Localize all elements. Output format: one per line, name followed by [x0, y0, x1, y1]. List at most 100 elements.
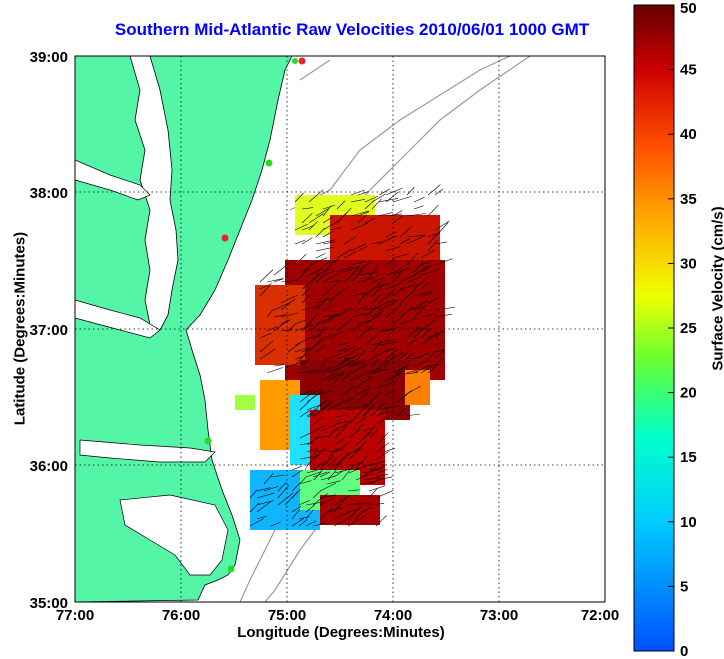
velocity-vector: [392, 272, 402, 283]
velocity-vector: [322, 270, 334, 276]
velocity-vector: [306, 369, 321, 375]
velocity-vector: [347, 515, 365, 527]
velocity-vector: [259, 285, 271, 297]
x-axis-label: Longitude (Degrees:Minutes): [237, 624, 445, 641]
velocity-vector: [259, 283, 273, 290]
velocity-vector: [256, 515, 267, 520]
velocity-vector: [334, 452, 350, 467]
velocity-vector: [322, 231, 333, 238]
velocity-vector: [361, 506, 372, 513]
velocity-vector: [371, 193, 386, 203]
velocity-vector: [301, 305, 320, 311]
velocity-vector: [434, 358, 443, 367]
colorbar-tick-label: 50: [680, 0, 697, 17]
velocity-vector: [355, 375, 373, 389]
velocity-vector: [266, 326, 278, 332]
velocity-vector: [364, 313, 382, 325]
velocity-vector: [306, 408, 319, 417]
velocity-vector: [350, 189, 365, 196]
velocity-vector: [329, 280, 342, 283]
velocity-vector: [312, 490, 322, 499]
velocity-vector: [319, 508, 333, 520]
velocity-vector: [385, 258, 396, 266]
velocity-vector: [273, 364, 284, 367]
velocity-vector: [334, 468, 353, 474]
velocity-vector: [270, 474, 285, 478]
velocity-vector: [348, 429, 360, 439]
velocity-vector: [299, 347, 311, 361]
velocity-vector: [301, 348, 312, 353]
velocity-vector: [350, 313, 369, 318]
velocity-vector: [322, 259, 337, 273]
velocity-vector: [385, 246, 401, 252]
velocity-vector: [420, 265, 432, 273]
velocity-vector: [312, 471, 328, 478]
velocity-vector: [306, 469, 318, 474]
velocity-vector: [299, 430, 315, 439]
velocity-vector: [368, 477, 384, 485]
velocity-vector: [305, 471, 322, 478]
velocity-vector: [404, 372, 419, 375]
velocity-vector: [294, 192, 304, 203]
velocity-vector: [263, 486, 279, 492]
velocity-vector: [327, 401, 342, 411]
velocity-vector: [301, 356, 312, 367]
velocity-vector: [327, 427, 337, 439]
velocity-vector: [334, 441, 350, 453]
velocity-vector: [336, 266, 353, 273]
velocity-vector: [326, 507, 343, 513]
velocity-vector: [354, 502, 371, 506]
velocity-vector: [434, 241, 448, 245]
velocity-vector: [308, 221, 318, 231]
velocity-vector: [306, 412, 320, 418]
velocity-vector: [371, 358, 380, 367]
velocity-vector: [336, 212, 347, 224]
velocity-vector: [399, 364, 409, 374]
velocity-vector: [385, 304, 401, 318]
velocity-vector: [329, 313, 341, 318]
velocity-vector: [427, 350, 436, 360]
velocity-vector: [327, 448, 344, 453]
velocity-vector: [371, 295, 381, 304]
x-tick-label: 77:00: [56, 607, 94, 624]
map-area: [75, 56, 605, 602]
velocity-vector: [399, 289, 416, 304]
velocity-vector: [280, 312, 299, 318]
velocity-vector: [406, 356, 424, 360]
velocity-vector: [383, 390, 395, 396]
velocity-vector: [350, 347, 362, 353]
velocity-vector: [249, 502, 260, 513]
velocity-vector: [364, 282, 380, 297]
velocity-vector: [277, 492, 294, 506]
velocity-vector: [256, 487, 271, 492]
velocity-vector: [392, 267, 409, 276]
pamlico-sound: [119, 494, 229, 576]
velocity-vector: [434, 350, 444, 360]
velocity-vector: [322, 204, 336, 210]
velocity-vector: [404, 385, 421, 396]
velocity-vector: [333, 470, 344, 478]
velocity-vector: [350, 363, 367, 374]
velocity-vector: [385, 191, 399, 203]
velocity-vector: [266, 367, 284, 374]
velocity-vector: [326, 480, 341, 485]
velocity-vector: [376, 432, 389, 446]
velocity-vector: [413, 261, 424, 273]
velocity-vector: [291, 466, 302, 471]
velocity-vector: [301, 213, 313, 224]
velocity-vector: [329, 331, 344, 339]
velocity-vector: [319, 494, 337, 499]
velocity-vector: [357, 260, 372, 273]
velocity-vector: [259, 340, 274, 353]
velocity-vector: [333, 495, 350, 506]
velocity-vector: [347, 502, 361, 506]
velocity-vector: [301, 263, 314, 273]
velocity-vector: [334, 422, 349, 432]
velocity-vector: [308, 257, 328, 266]
velocity-vector: [434, 313, 452, 318]
velocity-vector: [336, 342, 349, 346]
velocity-vector: [413, 300, 428, 311]
velocity-vector: [312, 522, 327, 527]
velocity-vector: [434, 258, 453, 266]
velocity-vector: [376, 402, 385, 411]
